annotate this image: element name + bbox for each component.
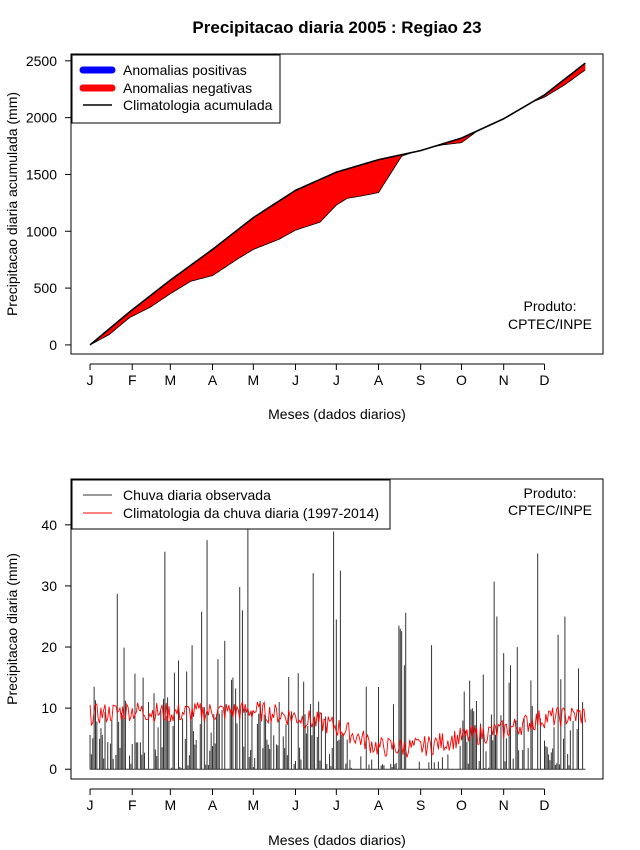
bottom-y-axis-label: Precipitacao diaria (mm) [4, 553, 20, 705]
y-tick-label: 10 [41, 700, 57, 716]
legend-label-negative: Anomalias negativas [123, 80, 252, 96]
x-tick-label: J [333, 372, 340, 388]
x-tick-label: A [374, 372, 384, 388]
y-tick-label: 20 [41, 639, 57, 655]
bottom-legend: Chuva diaria observada Climatologia da c… [71, 479, 391, 530]
x-tick-label: M [164, 797, 176, 813]
cumulative-lines [89, 62, 586, 346]
x-tick-label: O [456, 797, 467, 813]
x-tick-label: M [247, 797, 259, 813]
x-tick-label: S [416, 797, 425, 813]
top-plot-frame [70, 53, 604, 355]
legend-label-observed: Chuva diaria observada [123, 487, 271, 503]
y-tick-label: 40 [41, 517, 57, 533]
daily-observed-rain [89, 527, 586, 770]
x-tick-label: N [499, 797, 509, 813]
y-tick-label: 2500 [26, 53, 57, 69]
x-tick-label: F [128, 797, 137, 813]
x-tick-label: A [208, 797, 218, 813]
top-x-axis-label: Meses (dados diarios) [268, 406, 406, 422]
bottom-y-axis: 0 10 20 30 40 [41, 517, 71, 777]
x-tick-label: D [539, 797, 549, 813]
bottom-x-axis-label: Meses (dados diarios) [268, 832, 406, 848]
top-legend: Anomalias positivas Anomalias negativas … [71, 54, 281, 124]
x-tick-label: O [456, 372, 467, 388]
y-tick-label: 2000 [26, 110, 57, 126]
x-tick-label: J [333, 797, 340, 813]
x-tick-label: S [416, 372, 425, 388]
x-tick-label: J [87, 797, 94, 813]
x-tick-label: N [499, 372, 509, 388]
daily-climatology-line [89, 700, 586, 758]
bottom-legend-box [71, 479, 391, 530]
x-tick-label: J [292, 797, 299, 813]
y-tick-label: 500 [34, 280, 58, 296]
top-note-line-2: CPTEC/INPE [508, 316, 592, 332]
y-tick-label: 30 [41, 578, 57, 594]
y-tick-label: 1000 [26, 223, 57, 239]
top-y-axis-label: Precipitacao diaria acumulada (mm) [4, 92, 20, 316]
legend-label-climatology: Climatologia acumulada [123, 97, 273, 113]
y-tick-label: 0 [49, 761, 57, 777]
x-tick-label: A [208, 372, 218, 388]
x-tick-label: J [292, 372, 299, 388]
y-tick-label: 1500 [26, 166, 57, 182]
x-tick-label: M [247, 372, 259, 388]
x-tick-label: F [128, 372, 137, 388]
x-tick-label: J [87, 372, 94, 388]
top-note-line-1: Produto: [524, 298, 577, 314]
bottom-plot-frame [70, 478, 604, 780]
legend-label-positive: Anomalias positivas [123, 62, 247, 78]
legend-label-daily-climatology: Climatologia da chuva diaria (1997-2014) [123, 505, 379, 521]
x-tick-label: A [374, 797, 384, 813]
top-y-axis: 0 500 1000 1500 2000 2500 [26, 53, 71, 353]
daily-climatology [89, 700, 586, 758]
chart-title: Precipitacao diaria 2005 : Regiao 23 [192, 18, 481, 37]
x-tick-label: D [539, 372, 549, 388]
bottom-note-line-2: CPTEC/INPE [508, 502, 592, 518]
x-tick-label: M [164, 372, 176, 388]
climatology-cumulative-line [89, 62, 586, 346]
y-tick-label: 0 [49, 337, 57, 353]
bottom-note-line-1: Produto: [524, 485, 577, 501]
